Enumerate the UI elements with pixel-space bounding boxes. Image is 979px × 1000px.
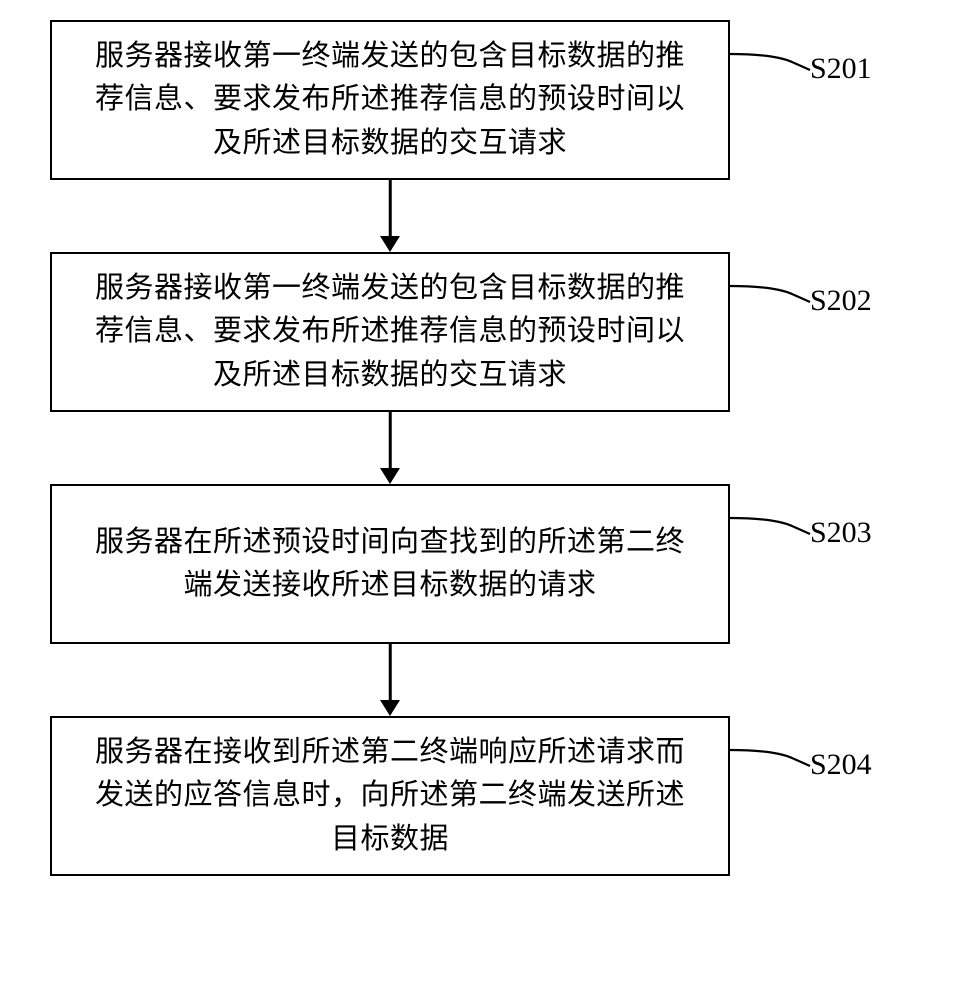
flow-step-box: 服务器在所述预设时间向查找到的所述第二终端发送接收所述目标数据的请求 [50, 484, 730, 644]
arrow-head-icon [380, 700, 400, 716]
flow-arrow [50, 412, 730, 484]
flow-arrow [50, 644, 730, 716]
arrow-head-icon [380, 236, 400, 252]
flow-step-box: 服务器接收第一终端发送的包含目标数据的推荐信息、要求发布所述推荐信息的预设时间以… [50, 252, 730, 412]
flow-step-text: 服务器接收第一终端发送的包含目标数据的推荐信息、要求发布所述推荐信息的预设时间以… [82, 35, 698, 166]
flow-step-label: S203 [810, 516, 872, 550]
flow-step-label: S204 [810, 748, 872, 782]
flow-arrow [50, 180, 730, 252]
arrow-line [389, 412, 392, 470]
arrow-head-icon [380, 468, 400, 484]
flowchart-container: 服务器接收第一终端发送的包含目标数据的推荐信息、要求发布所述推荐信息的预设时间以… [50, 20, 929, 876]
flow-step-text: 服务器在所述预设时间向查找到的所述第二终端发送接收所述目标数据的请求 [82, 521, 698, 608]
flow-step-label: S201 [810, 52, 872, 86]
flow-step-text: 服务器在接收到所述第二终端响应所述请求而发送的应答信息时，向所述第二终端发送所述… [82, 731, 698, 862]
flow-step-label: S202 [810, 284, 872, 318]
flow-step-box: 服务器在接收到所述第二终端响应所述请求而发送的应答信息时，向所述第二终端发送所述… [50, 716, 730, 876]
flow-step-box: 服务器接收第一终端发送的包含目标数据的推荐信息、要求发布所述推荐信息的预设时间以… [50, 20, 730, 180]
arrow-line [389, 644, 392, 702]
flow-step-text: 服务器接收第一终端发送的包含目标数据的推荐信息、要求发布所述推荐信息的预设时间以… [82, 267, 698, 398]
connector-path [730, 286, 810, 302]
connector-path [730, 518, 810, 534]
connector-path [730, 54, 810, 70]
connector-path [730, 750, 810, 766]
arrow-line [389, 180, 392, 238]
